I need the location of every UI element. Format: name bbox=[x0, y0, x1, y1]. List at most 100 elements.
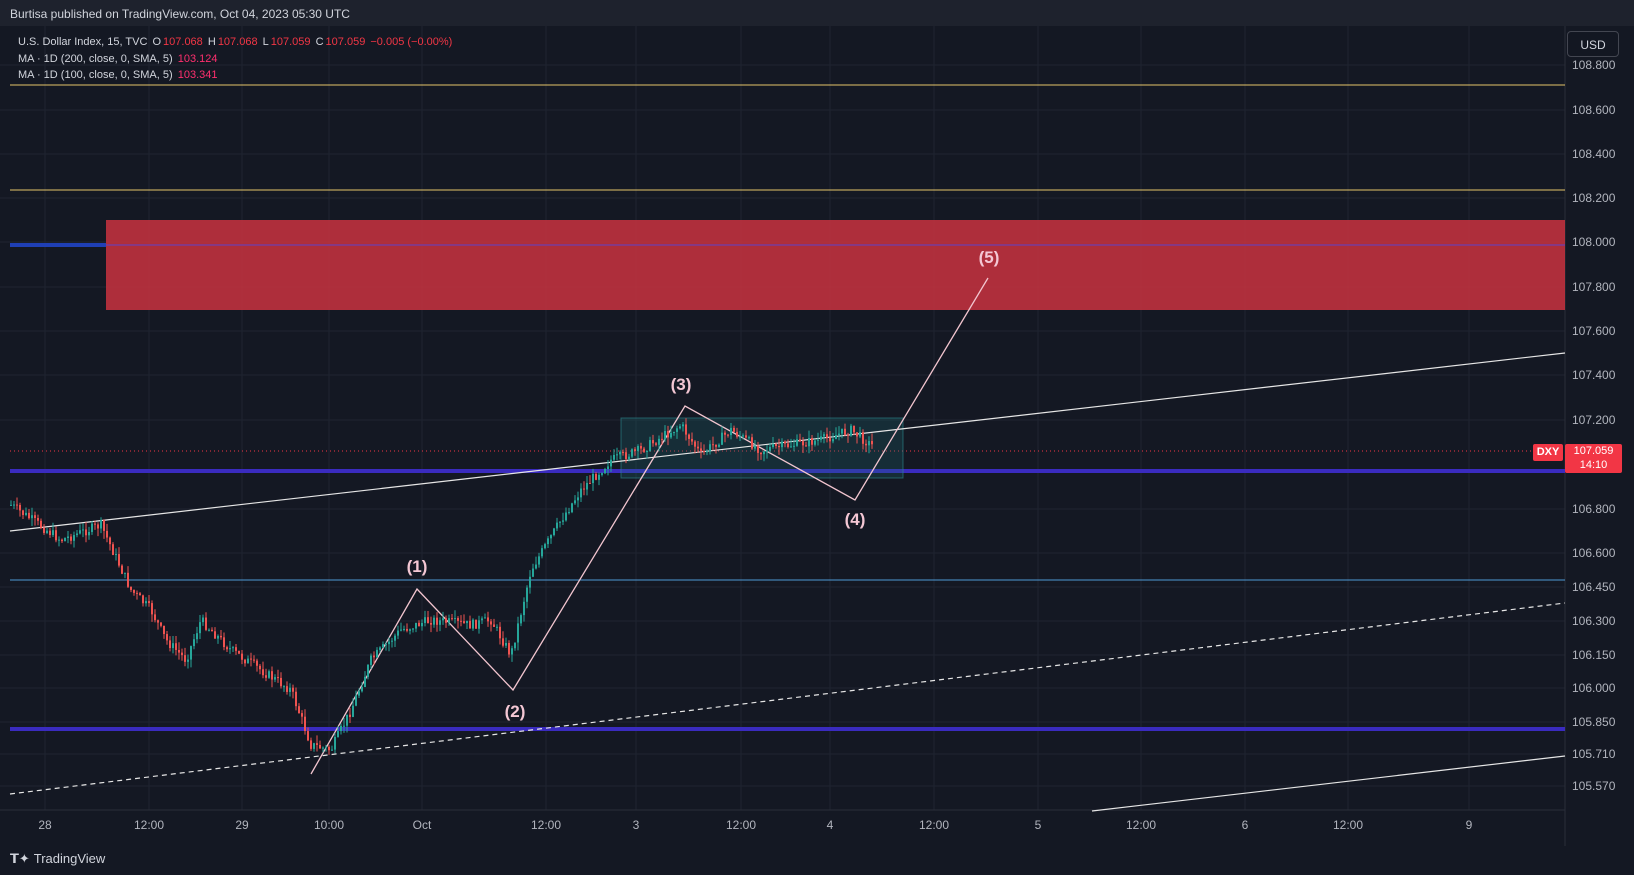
candle-body bbox=[193, 639, 195, 647]
candle-body bbox=[868, 441, 870, 446]
candle-body bbox=[676, 428, 678, 432]
candle-body bbox=[373, 655, 375, 658]
legend-close-value: 107.059 bbox=[325, 36, 366, 48]
candle-body bbox=[670, 433, 672, 438]
time-tick: 3 bbox=[632, 818, 640, 832]
candle-body bbox=[775, 444, 777, 447]
price-tick: 107.400 bbox=[1572, 368, 1616, 382]
time-tick: 29 bbox=[235, 818, 249, 832]
candle-body bbox=[175, 643, 177, 650]
candle-body bbox=[265, 675, 267, 678]
legend-high-label: H bbox=[207, 36, 216, 48]
candle-body bbox=[862, 432, 864, 444]
price-tick: 108.000 bbox=[1572, 235, 1616, 249]
candle-body bbox=[574, 500, 576, 504]
candle-body bbox=[142, 595, 144, 604]
candle-body bbox=[418, 622, 420, 627]
candle-body bbox=[163, 625, 165, 635]
candle-body bbox=[232, 647, 234, 649]
resistance-zone[interactable] bbox=[106, 220, 1565, 310]
wave-label-3[interactable]: (3) bbox=[670, 375, 692, 394]
candle-body bbox=[40, 520, 42, 528]
candle-body bbox=[844, 428, 846, 435]
candle-body bbox=[640, 446, 642, 449]
candle-body bbox=[583, 488, 585, 490]
candle-body bbox=[784, 441, 786, 444]
candle-body bbox=[730, 427, 732, 436]
candle-body bbox=[64, 538, 66, 542]
candle-body bbox=[124, 572, 126, 574]
chart-area[interactable] bbox=[0, 26, 1634, 846]
candle-body bbox=[10, 504, 12, 506]
candle-body bbox=[391, 640, 393, 642]
bar-countdown: 14:10 bbox=[1579, 459, 1608, 471]
candle-body bbox=[610, 459, 612, 467]
candle-body bbox=[247, 658, 249, 664]
candle-body bbox=[847, 434, 849, 436]
candle-body bbox=[523, 601, 525, 616]
candle-body bbox=[379, 647, 381, 650]
candle-body bbox=[496, 626, 498, 628]
price-tick: 108.800 bbox=[1572, 58, 1616, 72]
candle-body bbox=[781, 441, 783, 448]
candlestick-series bbox=[10, 418, 873, 755]
time-tick: 5 bbox=[1034, 818, 1042, 832]
candle-body bbox=[817, 439, 819, 441]
candle-body bbox=[322, 747, 324, 749]
candle-body bbox=[13, 504, 15, 506]
currency-button[interactable]: USD bbox=[1567, 31, 1619, 57]
candle-body bbox=[52, 530, 54, 536]
elliott-wave-path[interactable] bbox=[310, 277, 989, 775]
legend-high-value: 107.068 bbox=[217, 36, 258, 48]
candle-body bbox=[754, 445, 756, 449]
price-tick: 107.200 bbox=[1572, 413, 1616, 427]
candle-body bbox=[538, 556, 540, 565]
price-tick: 105.850 bbox=[1572, 715, 1616, 729]
candle-body bbox=[796, 439, 798, 446]
candle-body bbox=[355, 695, 357, 706]
candle-body bbox=[475, 619, 477, 629]
candle-body bbox=[196, 633, 198, 640]
candle-body bbox=[712, 444, 714, 446]
candle-body bbox=[604, 468, 606, 474]
candle-body bbox=[178, 649, 180, 653]
candle-body bbox=[202, 617, 204, 623]
candle-body bbox=[625, 452, 627, 460]
trend-line-dashed[interactable] bbox=[9, 602, 1566, 795]
candle-body bbox=[547, 538, 549, 545]
candle-body bbox=[289, 687, 291, 692]
candle-body bbox=[109, 537, 111, 545]
wave-label-5[interactable]: (5) bbox=[978, 248, 1000, 267]
candle-body bbox=[313, 743, 315, 749]
last-price-value: 107.059 bbox=[1573, 445, 1614, 457]
candle-body bbox=[28, 512, 30, 519]
candle-body bbox=[88, 531, 90, 536]
candle-body bbox=[688, 434, 690, 439]
candle-body bbox=[595, 473, 597, 480]
candle-body bbox=[442, 618, 444, 621]
tradingview-logo[interactable]: 𝗧✦ TradingView bbox=[10, 851, 105, 867]
candle-body bbox=[622, 452, 624, 454]
wave-label-2[interactable]: (2) bbox=[504, 702, 526, 721]
legend-ma200-row[interactable]: MA · 1D (200, close, 0, SMA, 5) 103.124 bbox=[18, 51, 454, 68]
candle-body bbox=[454, 618, 456, 620]
wave-label-1[interactable]: (1) bbox=[406, 557, 428, 576]
candle-body bbox=[223, 637, 225, 648]
candle-body bbox=[181, 652, 183, 656]
legend-ma100-row[interactable]: MA · 1D (100, close, 0, SMA, 5) 103.341 bbox=[18, 67, 454, 84]
candle-body bbox=[370, 655, 372, 665]
trend-line-lower[interactable] bbox=[1091, 755, 1566, 812]
candle-body bbox=[343, 725, 345, 727]
candle-body bbox=[580, 488, 582, 498]
candle-body bbox=[295, 691, 297, 707]
candle-body bbox=[184, 655, 186, 662]
wave-label-4[interactable]: (4) bbox=[844, 510, 866, 529]
candle-body bbox=[439, 620, 441, 625]
candle-body bbox=[715, 444, 717, 447]
candle-body bbox=[172, 643, 174, 649]
candle-body bbox=[280, 677, 282, 687]
candle-body bbox=[643, 448, 645, 452]
candle-body bbox=[616, 454, 618, 456]
price-tick: 106.450 bbox=[1572, 580, 1616, 594]
